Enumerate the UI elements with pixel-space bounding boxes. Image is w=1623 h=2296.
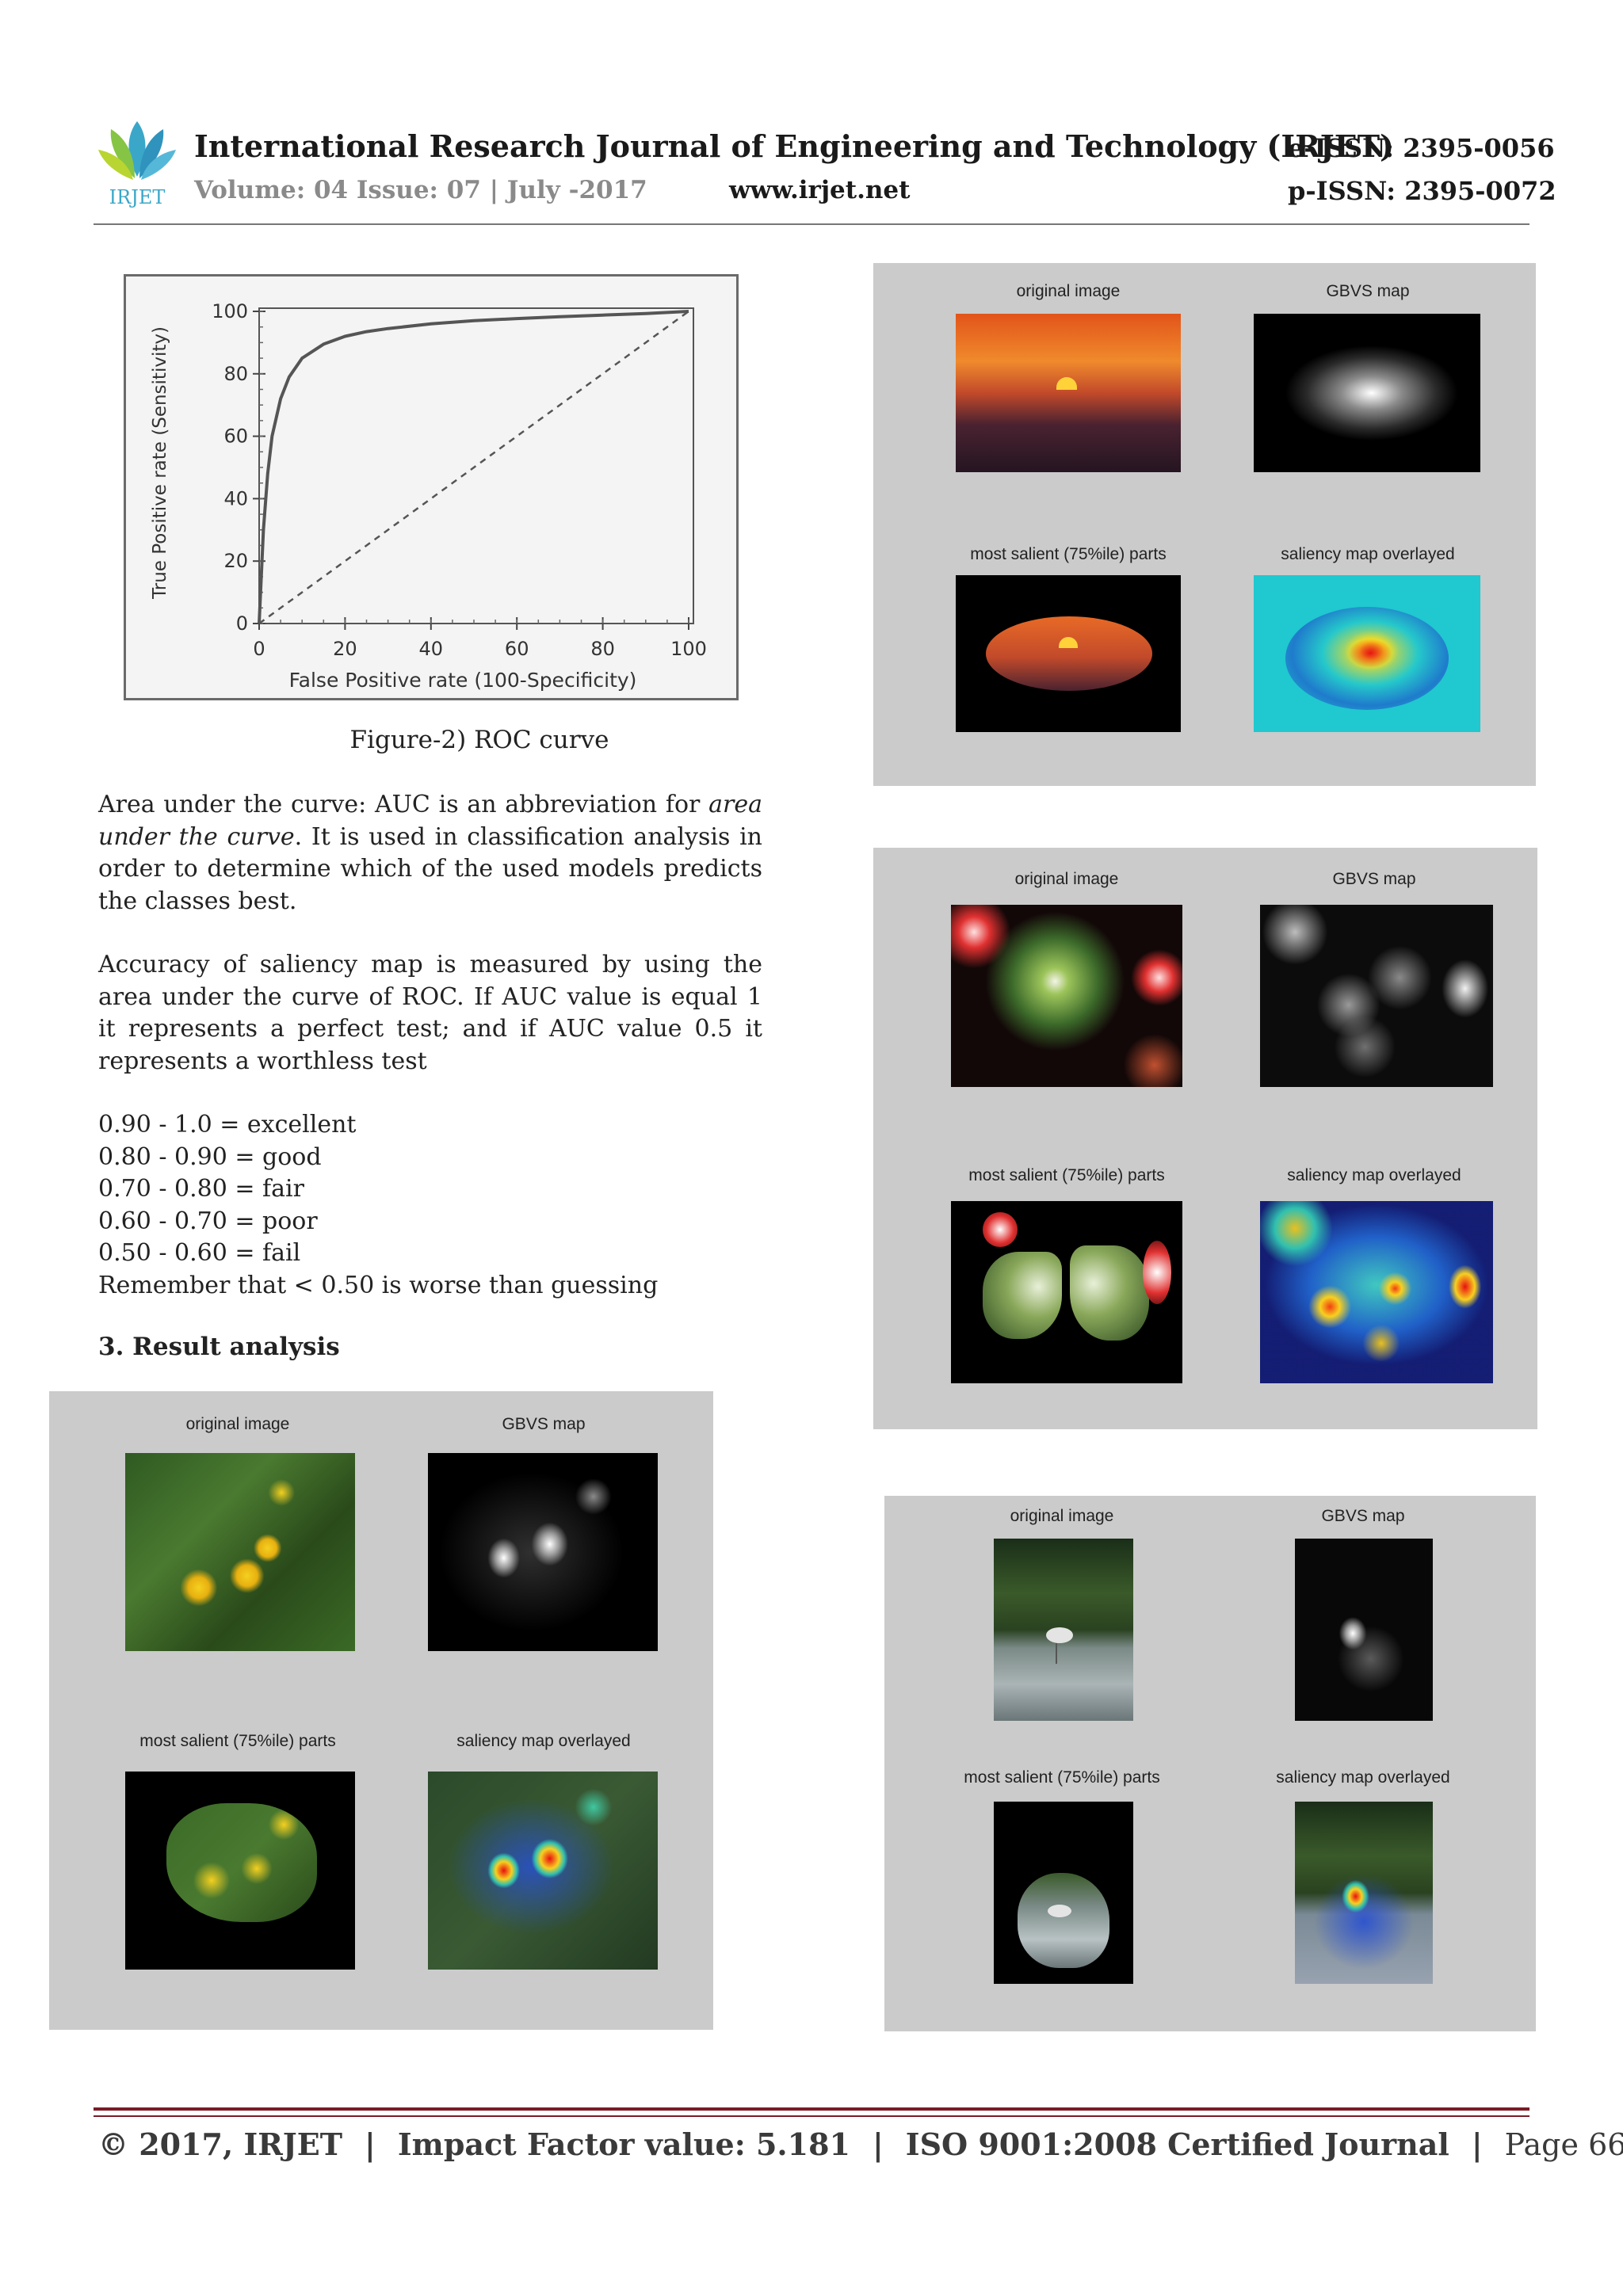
auc-rest: . It is used in classification analysis … [98, 822, 762, 915]
label-original-image: original image [185, 1415, 290, 1433]
gbvs-map-image [1260, 905, 1493, 1087]
label-salient-parts: most salient (75%ile) parts [968, 1166, 1165, 1184]
footer-divider [94, 2115, 1529, 2117]
auc-scale-item: 0.80 - 0.90 = good [98, 1142, 322, 1171]
y-tick-label: 60 [223, 425, 248, 448]
roc-reference-line [258, 310, 689, 625]
saliency-overlay-image [1260, 1201, 1493, 1383]
salient-parts-image [956, 575, 1181, 732]
salient-parts-image [951, 1201, 1182, 1383]
label-saliency-overlay: saliency map overlayed [1276, 1768, 1450, 1787]
footer-page-number: Page 664 [1504, 2127, 1623, 2162]
p-issn: p-ISSN: 2395-0072 [1288, 176, 1556, 206]
label-gbvs-map: GBVS map [502, 1415, 586, 1433]
label-original-image: original image [1014, 870, 1119, 888]
roc-curve-figure: 0 20 40 60 80 100 0 20 40 60 80 100 False Positive … [124, 274, 739, 700]
label-gbvs-map: GBVS map [1332, 870, 1416, 888]
auc-scale-item: 0.70 - 0.80 = fair [98, 1175, 304, 1203]
volume-issue: Volume: 04 Issue: 07 | July -2017 [194, 176, 647, 204]
saliency-overlay-image [1295, 1802, 1433, 1984]
roc-chart: 0 20 40 60 80 100 0 20 40 60 80 100 False Positive … [150, 300, 707, 692]
label-saliency-overlay: saliency map overlayed [1281, 545, 1455, 563]
original-image [994, 1539, 1133, 1721]
footer-divider [94, 2107, 1529, 2111]
footer-copyright: © 2017, IRJET [98, 2126, 343, 2162]
auc-italic-term: area under the curve [98, 791, 762, 851]
saliency-overlay-image [1254, 575, 1480, 732]
label-gbvs-map: GBVS map [1326, 282, 1410, 300]
logo-text: IRJET [109, 186, 166, 208]
x-tick-label: 40 [419, 638, 444, 660]
original-image [951, 905, 1182, 1087]
y-tick-label: 80 [223, 363, 248, 385]
x-tick-label: 20 [333, 638, 357, 660]
original-image [956, 314, 1181, 472]
auc-scale-item: 0.90 - 1.0 = excellent [98, 1111, 357, 1138]
label-saliency-overlay: saliency map overlayed [456, 1732, 631, 1750]
auc-scale-note: Remember that < 0.50 is worse than guess… [98, 1271, 659, 1299]
label-salient-parts: most salient (75%ile) parts [970, 545, 1167, 563]
journal-website-link[interactable]: www.irjet.net [729, 176, 911, 204]
label-gbvs-map: GBVS map [1321, 1507, 1405, 1525]
gbvs-map-image [428, 1453, 658, 1651]
gbvs-map-image [1254, 314, 1480, 472]
page-footer: © 2017, IRJET | Impact Factor value: 5.181… [98, 2126, 1623, 2162]
salient-parts-image [994, 1802, 1133, 1984]
x-tick-label: 60 [505, 638, 529, 660]
label-original-image: original image [1010, 1507, 1114, 1525]
auc-scale-item: 0.60 - 0.70 = poor [98, 1207, 318, 1235]
result-panel-fireworks: original image GBVS map most salient (75… [873, 848, 1537, 1429]
plot-frame [258, 307, 694, 624]
result-panel-bird: original image GBVS map most salient (75… [884, 1496, 1536, 2031]
label-saliency-overlay: saliency map overlayed [1287, 1166, 1461, 1184]
y-tick-label: 0 [236, 612, 248, 635]
y-tick-label: 100 [212, 300, 248, 322]
x-tick-label: 0 [253, 638, 265, 660]
y-axis-label: True Positive rate (Sensitivity) [150, 326, 170, 600]
x-tick-label: 100 [670, 638, 707, 660]
label-original-image: original image [1016, 282, 1121, 300]
result-panel-flower: original image GBVS map most salient (75… [49, 1391, 713, 2030]
accuracy-paragraph: Accuracy of saliency map is measured by … [98, 951, 762, 1075]
auc-paragraph: Area under the curve: AUC is an abbrevia… [98, 789, 762, 917]
roc-curve-line [258, 310, 689, 624]
e-issn: e-ISSN: 2395-0056 [1288, 133, 1555, 163]
auc-lead: Area under the curve: AUC is an abbrevia… [98, 791, 709, 818]
y-tick-label: 20 [223, 550, 248, 572]
label-salient-parts: most salient (75%ile) parts [964, 1768, 1160, 1787]
footer-impact-factor: Impact Factor value: 5.181 [397, 2126, 850, 2162]
saliency-overlay-image [428, 1772, 658, 1970]
auc-scale-list: 0.90 - 1.0 = excellent 0.80 - 0.90 = goo… [98, 1109, 658, 1302]
gbvs-map-image [1295, 1539, 1433, 1721]
x-axis-label: False Positive rate (100-Specificity) [289, 669, 637, 692]
y-tick-label: 40 [223, 487, 248, 509]
auc-scale-item: 0.50 - 0.60 = fail [98, 1239, 301, 1267]
figure-caption: Figure-2) ROC curve [349, 726, 609, 754]
section-heading: 3. Result analysis [98, 1333, 340, 1361]
journal-title: International Research Journal of Engine… [194, 128, 1394, 164]
header-divider [94, 223, 1529, 225]
label-salient-parts: most salient (75%ile) parts [139, 1732, 336, 1750]
x-tick-label: 80 [590, 638, 615, 660]
footer-iso: ISO 9001:2008 Certified Journal [905, 2126, 1449, 2162]
result-panel-sunset: original image GBVS map most salient (75… [873, 263, 1536, 786]
original-image [125, 1453, 355, 1651]
salient-parts-image [125, 1772, 355, 1970]
irjet-logo: IRJET [94, 115, 181, 210]
